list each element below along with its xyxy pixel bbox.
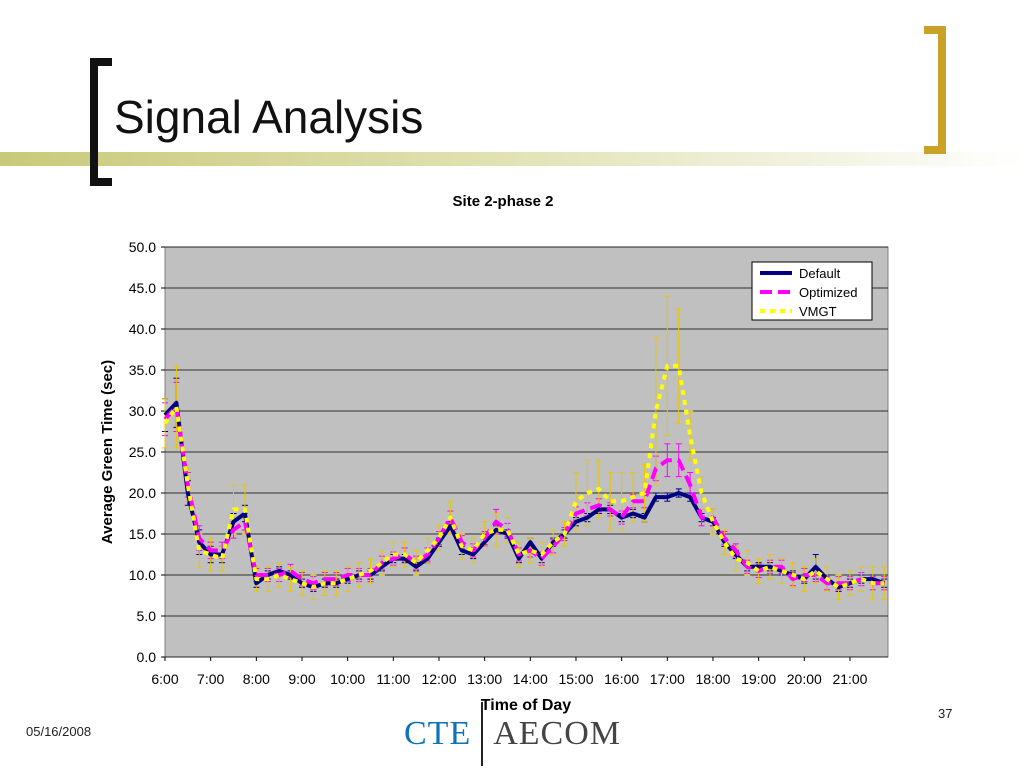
- left-bracket-decoration: [90, 58, 112, 186]
- legend-label-optimized: Optimized: [799, 285, 858, 300]
- y-tick-label: 45.0: [129, 280, 156, 296]
- y-axis-label: Average Green Time (sec): [99, 360, 116, 544]
- y-tick-label: 15.0: [129, 526, 156, 542]
- x-tick-label: 8:00: [243, 671, 270, 687]
- x-tick-label: 16:00: [604, 671, 639, 687]
- logo-cte-text: CTE: [404, 715, 472, 752]
- chart-title: Site 2-phase 2: [453, 193, 554, 210]
- logo-divider: [481, 702, 484, 766]
- x-tick-label: 14:00: [513, 671, 548, 687]
- x-tick-label: 6:00: [151, 671, 178, 687]
- x-tick-label: 17:00: [650, 671, 685, 687]
- y-tick-label: 25.0: [129, 444, 156, 460]
- series-line-vmgt: [163, 363, 885, 590]
- y-tick-label: 35.0: [129, 362, 156, 378]
- slide-title: Signal Analysis: [114, 91, 424, 143]
- y-tick-label: 5.0: [137, 608, 157, 624]
- right-bracket-decoration: [924, 26, 946, 154]
- x-tick-label: 9:00: [288, 671, 315, 687]
- footer-date: 05/16/2008: [26, 724, 92, 739]
- y-tick-label: 20.0: [129, 485, 156, 501]
- x-tick-label: 12:00: [421, 671, 456, 687]
- y-tick-label: 30.0: [129, 403, 156, 419]
- company-logo: CTE AECOM: [404, 700, 621, 768]
- x-tick-label: 18:00: [695, 671, 730, 687]
- y-tick-label: 40.0: [129, 321, 156, 337]
- legend-label-vmgt: VMGT: [799, 304, 837, 319]
- x-tick-label: 7:00: [197, 671, 224, 687]
- x-tick-label: 20:00: [787, 671, 822, 687]
- x-axis-label: Time of Day: [481, 697, 572, 714]
- legend-label-default: Default: [799, 266, 841, 281]
- page-number: 37: [938, 706, 953, 721]
- x-tick-label: 11:00: [376, 671, 410, 687]
- logo-aecom-text: AECOM: [493, 715, 622, 752]
- x-tick-label: 15:00: [558, 671, 593, 687]
- y-tick-label: 0.0: [137, 649, 157, 665]
- x-tick-label: 10:00: [330, 671, 365, 687]
- y-tick-label: 10.0: [129, 567, 156, 583]
- x-tick-label: 21:00: [832, 671, 867, 687]
- x-tick-label: 13:00: [467, 671, 502, 687]
- x-tick-label: 19:00: [741, 671, 776, 687]
- y-tick-label: 50.0: [129, 239, 156, 255]
- title-accent-bar: [0, 152, 1024, 166]
